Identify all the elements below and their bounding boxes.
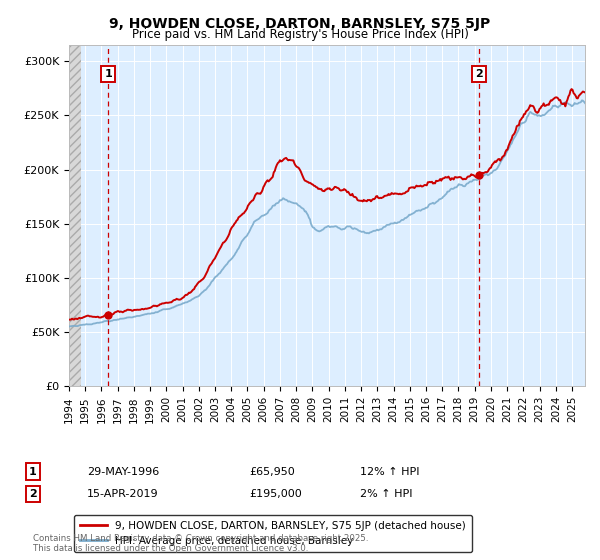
Text: 1: 1 [29,466,37,477]
Bar [69,45,81,386]
Text: 29-MAY-1996: 29-MAY-1996 [87,466,159,477]
Text: £65,950: £65,950 [249,466,295,477]
Legend: 9, HOWDEN CLOSE, DARTON, BARNSLEY, S75 5JP (detached house), HPI: Average price,: 9, HOWDEN CLOSE, DARTON, BARNSLEY, S75 5… [74,515,472,552]
Text: Contains HM Land Registry data © Crown copyright and database right 2025.
This d: Contains HM Land Registry data © Crown c… [33,534,368,553]
Text: 1: 1 [104,69,112,79]
Text: £195,000: £195,000 [249,489,302,499]
Text: 9, HOWDEN CLOSE, DARTON, BARNSLEY, S75 5JP: 9, HOWDEN CLOSE, DARTON, BARNSLEY, S75 5… [109,17,491,31]
Text: Price paid vs. HM Land Registry's House Price Index (HPI): Price paid vs. HM Land Registry's House … [131,28,469,41]
Text: 2: 2 [475,69,483,79]
Text: 2: 2 [29,489,37,499]
Text: 2% ↑ HPI: 2% ↑ HPI [360,489,413,499]
Text: 12% ↑ HPI: 12% ↑ HPI [360,466,419,477]
Text: 15-APR-2019: 15-APR-2019 [87,489,158,499]
